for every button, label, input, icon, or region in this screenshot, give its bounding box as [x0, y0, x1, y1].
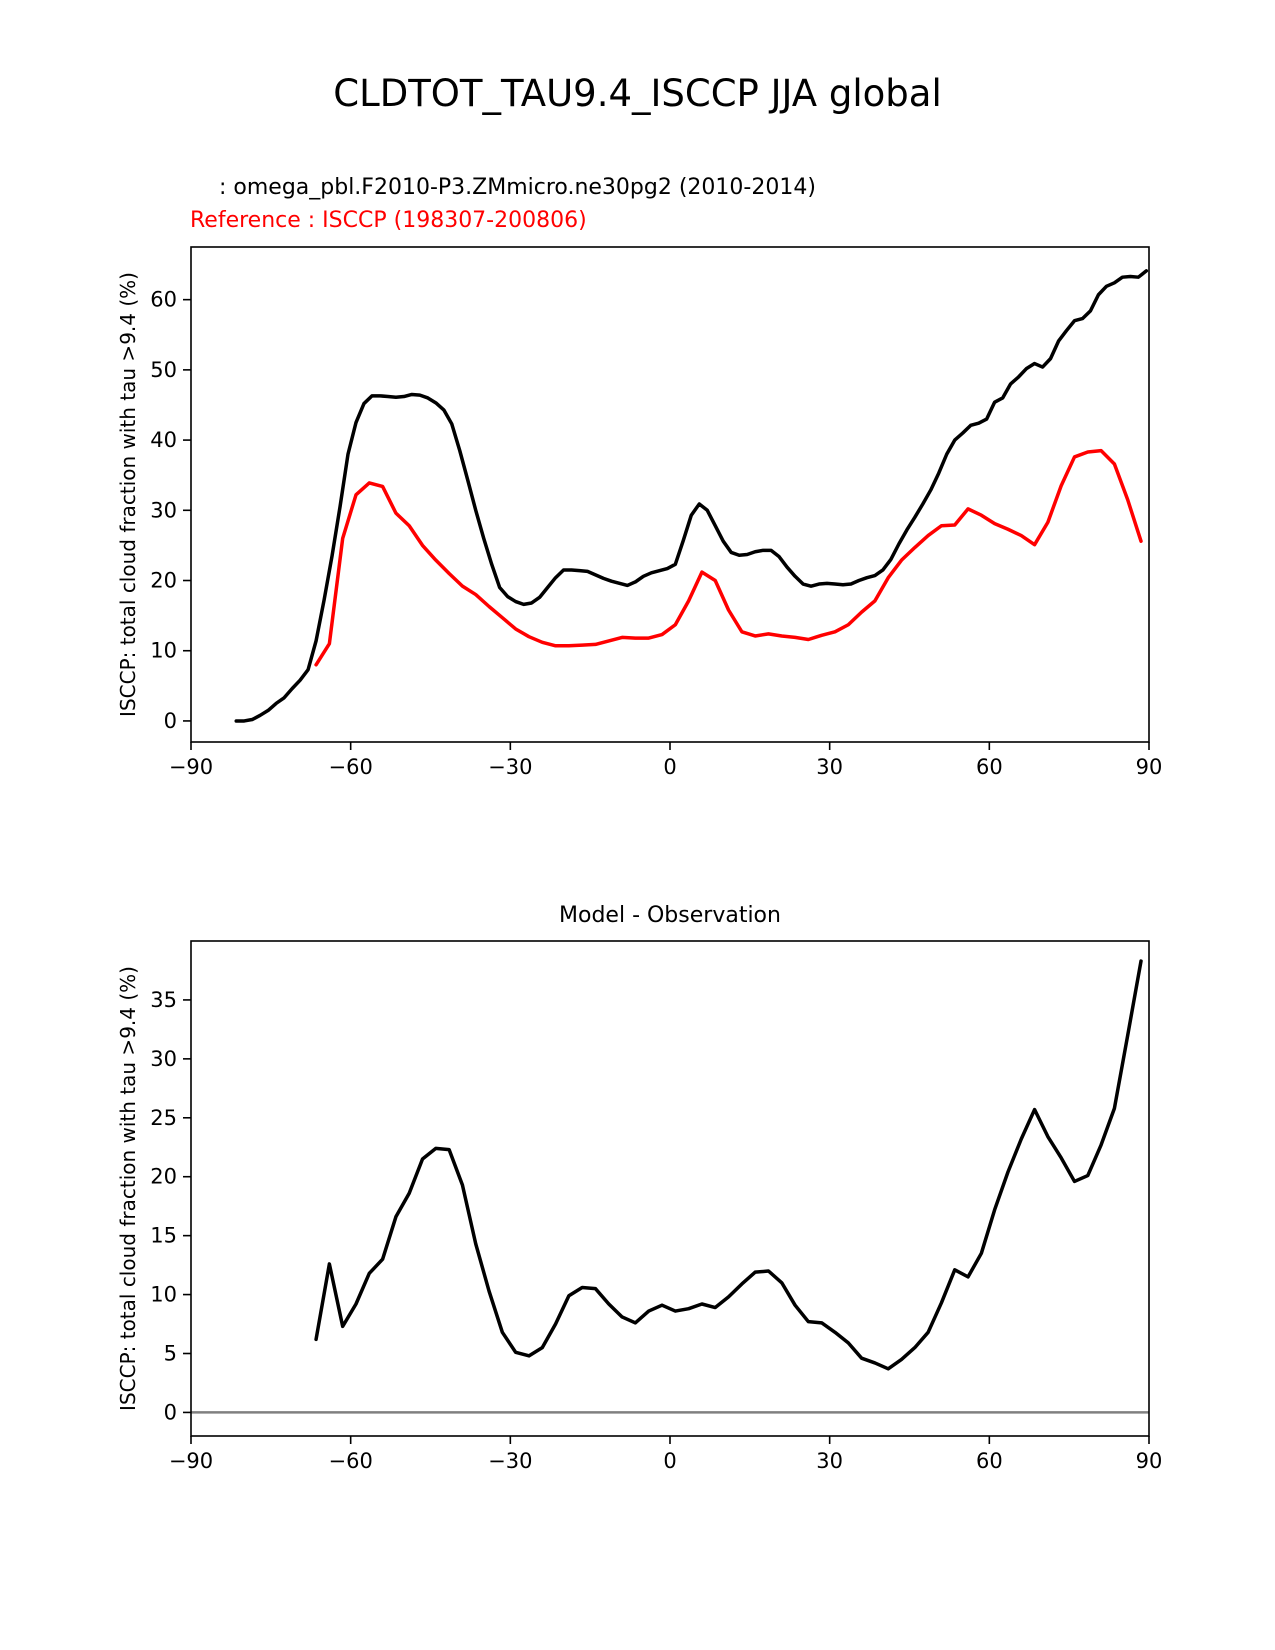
diff-y-tick-label: 20 — [150, 1165, 177, 1189]
top-x-tick-label: 90 — [1136, 755, 1163, 779]
diff-axes-frame — [190, 940, 1150, 1437]
top-y-tick-label: 30 — [150, 498, 177, 522]
diff-y-tick-label: 30 — [150, 1047, 177, 1071]
top-series-line-0 — [234, 269, 1149, 723]
top-x-tick-label: −90 — [169, 755, 213, 779]
top-y-tick-label: 50 — [150, 358, 177, 382]
diff-series-line-0 — [314, 959, 1143, 1371]
diff-y-tick-label: 15 — [150, 1224, 177, 1248]
diff-y-tick-label: 25 — [150, 1106, 177, 1130]
top-y-tick-label: 60 — [150, 288, 177, 312]
top-y-tick-label: 20 — [150, 569, 177, 593]
diff-y-tick-label: 35 — [150, 988, 177, 1012]
diff-y-tick-label: 10 — [150, 1283, 177, 1307]
test-case-label: : omega_pbl.F2010-P3.ZMmicro.ne30pg2 (20… — [205, 175, 816, 200]
top-y-tick-label: 40 — [150, 428, 177, 452]
top-x-tick-label: −60 — [329, 755, 373, 779]
figure-title: CLDTOT_TAU9.4_ISCCP JJA global — [333, 72, 942, 115]
top-x-tick-label: −30 — [488, 755, 532, 779]
diff-y-tick-label: 0 — [164, 1400, 177, 1424]
top-y-axis-label: ISCCP: total cloud fraction with tau >9.… — [116, 272, 140, 717]
difference-panel-title: Model - Observation — [559, 903, 781, 928]
reference-label: Reference : ISCCP (198307-200806) — [190, 208, 587, 233]
top-y-tick-label: 10 — [150, 639, 177, 663]
diff-x-tick-label: −60 — [329, 1449, 373, 1473]
top-series-line-1 — [314, 448, 1143, 667]
top-x-tick-label: 60 — [976, 755, 1003, 779]
diff-x-tick-label: 30 — [816, 1449, 843, 1473]
top-x-tick-label: 30 — [816, 755, 843, 779]
diff-y-tick-label: 5 — [164, 1342, 177, 1366]
top-x-tick-label: 0 — [663, 755, 676, 779]
diff-x-tick-label: −30 — [488, 1449, 532, 1473]
diff-x-tick-label: 90 — [1136, 1449, 1163, 1473]
diff-y-axis-label: ISCCP: total cloud fraction with tau >9.… — [116, 966, 140, 1411]
diff-x-tick-label: 60 — [976, 1449, 1003, 1473]
diff-x-tick-label: 0 — [663, 1449, 676, 1473]
diff-x-tick-label: −90 — [169, 1449, 213, 1473]
top-y-tick-label: 0 — [164, 709, 177, 733]
